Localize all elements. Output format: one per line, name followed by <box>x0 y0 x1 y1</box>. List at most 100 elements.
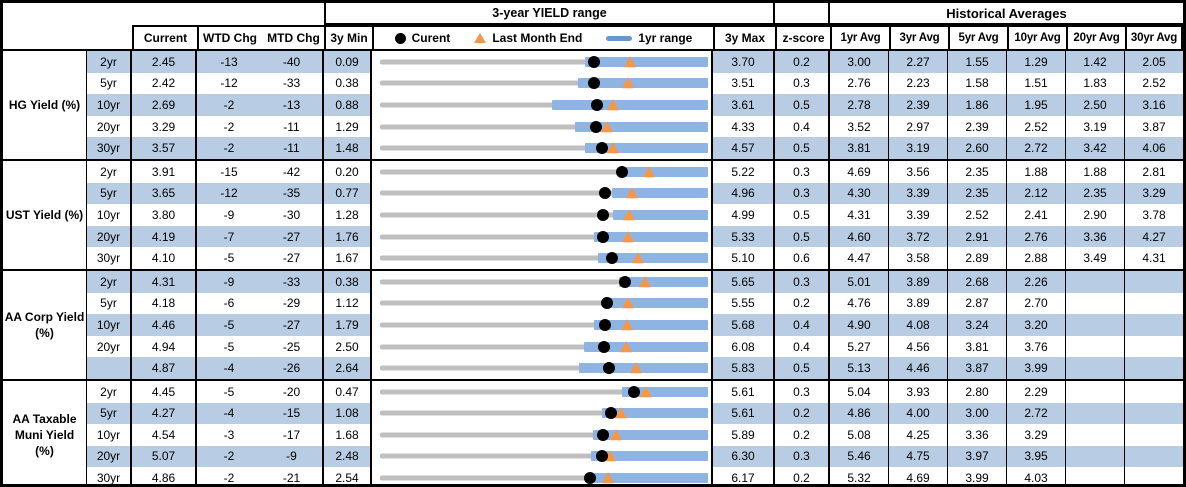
cell-wtd-chg: -9 <box>197 204 261 226</box>
table-row: 30yr 4.10 -5 -27 1.67 5.10 0.6 4.47 3.58 2.89 2.88… <box>87 247 1183 269</box>
current-dot-marker <box>599 187 612 200</box>
cell-avg: 3.49 <box>1066 247 1125 269</box>
one-year-range-bar <box>594 473 708 484</box>
cell-avg: 4.00 <box>889 402 948 425</box>
cell-3y-max: 4.57 <box>713 137 775 159</box>
cell-tenor: 5yr <box>87 292 132 315</box>
current-dot-marker <box>606 252 619 265</box>
cell-3y-max: 4.33 <box>713 115 775 138</box>
one-year-range-bar <box>584 143 708 154</box>
table-body: HG Yield (%) 2yr 2.45 -13 -40 0.09 3.70 0.2 3.00… <box>3 51 1183 484</box>
cell-tenor: 5yr <box>87 72 132 95</box>
last-month-end-marker <box>626 187 639 199</box>
cell-avg: 3.76 <box>1007 335 1066 358</box>
cell-avg: 2.39 <box>889 94 948 116</box>
column-header-20yr-avg: 20yr Avg <box>1066 25 1125 49</box>
cell-avg: 1.55 <box>948 51 1007 73</box>
cell-avg: 3.42 <box>1066 137 1125 159</box>
cell-current: 4.27 <box>132 402 197 425</box>
cell-wtd-chg: -5 <box>197 335 261 358</box>
cell-avg: 2.52 <box>1007 115 1066 138</box>
three-year-track <box>380 102 707 108</box>
last-month-end-marker <box>621 77 634 89</box>
three-year-track <box>380 410 707 416</box>
yield-group: HG Yield (%) 2yr 2.45 -13 -40 0.09 3.70 0.2 3.00… <box>3 51 1183 161</box>
cell-avg <box>1066 445 1125 468</box>
one-year-range-bar <box>601 408 708 419</box>
cell-tenor: 2yr <box>87 160 132 183</box>
cell-3y-max: 5.33 <box>713 225 775 248</box>
cell-3y-max: 5.68 <box>713 314 775 336</box>
cell-mtd-chg: -27 <box>261 314 324 336</box>
cell-mtd-chg: -40 <box>261 51 324 73</box>
cell-avg: 4.60 <box>830 225 889 248</box>
three-year-track <box>380 145 707 151</box>
cell-3y-max: 3.70 <box>713 51 775 73</box>
cell-z-score: 0.2 <box>775 467 830 484</box>
last-month-end-marker <box>609 429 622 441</box>
cell-avg: 3.97 <box>948 445 1007 468</box>
cell-z-score: 0.3 <box>775 380 830 403</box>
cell-tenor: 10yr <box>87 94 132 116</box>
cell-avg <box>1125 270 1183 293</box>
cell-avg: 2.72 <box>1007 402 1066 425</box>
column-header-10yr-avg: 10yr Avg <box>1007 25 1066 49</box>
cell-tenor: 2yr <box>87 51 132 73</box>
cell-mtd-chg: -25 <box>261 335 324 358</box>
chart-range-cell <box>372 292 713 315</box>
cell-z-score: 0.5 <box>775 94 830 116</box>
cell-z-score: 0.3 <box>775 182 830 205</box>
legend-item-current: Curent <box>394 31 450 45</box>
last-month-end-marker <box>631 252 644 264</box>
cell-3y-min: 1.08 <box>324 402 372 425</box>
column-header-1yr-avg: 1yr Avg <box>830 25 889 49</box>
cell-z-score: 0.5 <box>775 204 830 226</box>
cell-avg: 3.36 <box>948 424 1007 446</box>
cell-mtd-chg: -35 <box>261 182 324 205</box>
cell-mtd-chg: -13 <box>261 94 324 116</box>
current-dot-marker <box>600 297 613 310</box>
cell-avg: 3.20 <box>1007 314 1066 336</box>
last-month-end-marker <box>615 407 628 419</box>
cell-mtd-chg: -11 <box>261 137 324 159</box>
one-year-range-bar <box>591 451 708 462</box>
cell-mtd-chg: -9 <box>261 445 324 468</box>
last-month-end-marker <box>602 472 615 484</box>
three-year-track <box>380 190 707 196</box>
cell-avg: 5.01 <box>830 270 889 293</box>
cell-avg: 4.27 <box>1125 225 1183 248</box>
chart-range-cell <box>372 380 713 403</box>
cell-wtd-chg: -5 <box>197 314 261 336</box>
cell-avg: 3.00 <box>830 51 889 73</box>
table-row: 30yr 3.57 -2 -11 1.48 4.57 0.5 3.81 3.19 2.60 2.72… <box>87 137 1183 159</box>
cell-tenor: 10yr <box>87 424 132 446</box>
table-row: 2yr 4.31 -9 -33 0.38 5.65 0.3 5.01 3.89 2.68 2.26 <box>87 270 1183 293</box>
cell-3y-min: 0.47 <box>324 380 372 403</box>
cell-avg: 2.91 <box>948 225 1007 248</box>
cell-mtd-chg: -26 <box>261 357 324 379</box>
one-year-range-bar <box>619 166 708 177</box>
cell-avg <box>1066 292 1125 315</box>
cell-wtd-chg: -4 <box>197 357 261 379</box>
one-year-range-bar <box>602 298 708 309</box>
cell-current: 3.80 <box>132 204 197 226</box>
chart-legend: Curent Last Month End 1yr range <box>372 25 713 49</box>
current-dot-marker <box>596 208 609 221</box>
cell-mtd-chg: -21 <box>261 467 324 484</box>
group-label: AA Taxable Muni Yield (%) <box>3 380 87 484</box>
cell-avg <box>1066 314 1125 336</box>
current-dot-marker <box>627 385 640 398</box>
chart-range-cell <box>372 137 713 159</box>
cell-avg: 3.72 <box>889 225 948 248</box>
cell-current: 4.19 <box>132 225 197 248</box>
cell-3y-min: 1.48 <box>324 137 372 159</box>
table-row: 20yr 4.94 -5 -25 2.50 6.08 0.4 5.27 4.56 3.81 3.76 <box>87 335 1183 358</box>
cell-current: 3.29 <box>132 115 197 138</box>
cell-3y-min: 0.38 <box>324 270 372 293</box>
current-dot-marker <box>599 318 612 331</box>
last-month-end-triangle-icon <box>474 33 487 43</box>
one-year-range-bar <box>578 78 708 89</box>
cell-avg <box>1125 467 1183 484</box>
table-row: 5yr 2.42 -12 -33 0.38 3.51 0.3 2.76 2.23 1.58 1.51… <box>87 72 1183 95</box>
